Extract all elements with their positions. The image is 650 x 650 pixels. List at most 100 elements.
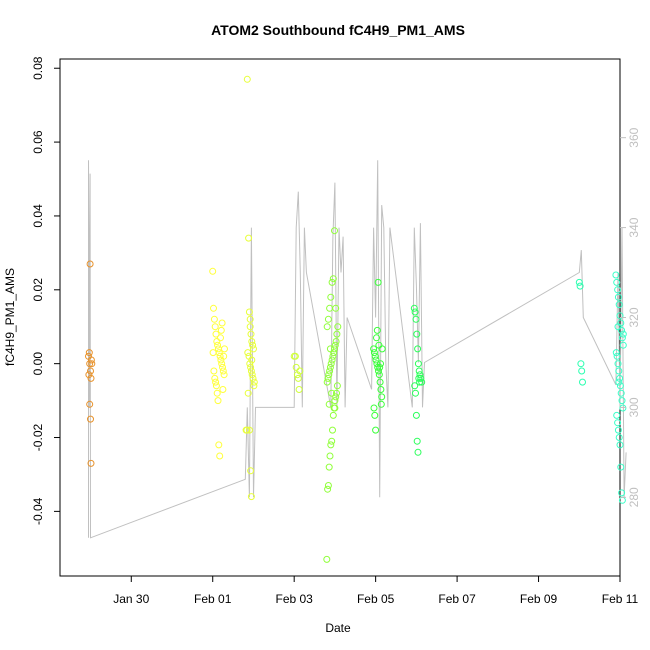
- series-5: [370, 278, 386, 434]
- data-point: [619, 404, 627, 412]
- y2-tick-label: 300: [627, 397, 641, 417]
- data-point: [616, 312, 624, 320]
- data-point: [329, 426, 336, 434]
- x-tick-label: Feb 03: [276, 592, 314, 606]
- data-point: [333, 389, 340, 397]
- data-point: [371, 352, 379, 360]
- data-point: [218, 360, 226, 368]
- data-point: [328, 389, 336, 397]
- y2-axis: 280 300 320 340 360: [620, 127, 641, 507]
- data-point: [416, 371, 424, 379]
- data-point: [244, 349, 252, 357]
- series-7: [575, 278, 586, 386]
- data-point: [411, 308, 419, 316]
- data-point: [217, 334, 224, 342]
- data-point: [212, 382, 220, 390]
- data-point: [376, 378, 384, 386]
- data-point: [245, 234, 253, 242]
- data-point: [248, 338, 256, 345]
- data-point: [414, 345, 422, 353]
- data-point: [331, 404, 339, 412]
- x-tick-label: Feb 11: [602, 592, 639, 606]
- data-point: [370, 349, 378, 357]
- chart-title: ATOM2 Southbound fC4H9_PM1_AMS: [211, 22, 465, 38]
- data-point: [326, 367, 334, 375]
- data-point: [213, 338, 221, 345]
- data-point: [370, 345, 378, 353]
- data-point: [616, 441, 624, 449]
- data-point: [219, 363, 226, 371]
- y2-tick-label: 360: [627, 127, 641, 147]
- x-tick-label: Feb 05: [357, 592, 395, 606]
- data-point: [334, 323, 342, 331]
- data-point: [247, 367, 255, 375]
- secondary-line: [88, 160, 627, 539]
- data-point: [329, 411, 337, 419]
- data-point: [210, 367, 218, 375]
- data-point: [331, 345, 338, 353]
- data-point: [333, 330, 341, 338]
- points-layer: [85, 75, 627, 563]
- data-point: [416, 378, 424, 386]
- data-point: [246, 315, 254, 323]
- y2-tick-label: 280: [627, 487, 641, 507]
- data-point: [614, 323, 622, 331]
- data-point: [210, 315, 218, 323]
- data-point: [412, 411, 420, 419]
- data-point: [85, 371, 93, 379]
- series-6: [410, 304, 426, 456]
- y2-tick-label: 340: [627, 217, 641, 237]
- data-point: [323, 555, 331, 563]
- secondary-line-layer: [88, 160, 627, 539]
- data-point: [331, 341, 339, 349]
- data-point: [373, 326, 381, 334]
- data-point: [410, 304, 418, 312]
- x-tick-label: Feb 01: [194, 592, 232, 606]
- data-point: [215, 441, 223, 449]
- data-point: [615, 301, 623, 309]
- data-point: [245, 308, 253, 316]
- data-point: [216, 352, 224, 360]
- data-point: [216, 452, 224, 460]
- data-point: [217, 326, 225, 334]
- data-point: [615, 434, 623, 441]
- data-point: [331, 397, 339, 405]
- x-axis: Jan 30 Feb 01 Feb 03 Feb 05 Feb 07 Feb 09 Feb …: [113, 576, 639, 606]
- data-point: [294, 374, 302, 382]
- data-point: [324, 374, 332, 382]
- y-tick-label: 0.04: [31, 204, 45, 228]
- data-point: [376, 363, 384, 371]
- data-point: [413, 330, 421, 338]
- data-point: [211, 374, 219, 382]
- data-point: [618, 334, 626, 342]
- data-point: [218, 319, 226, 327]
- data-point: [85, 349, 93, 357]
- x-tick-label: Feb 07: [438, 592, 476, 606]
- data-point: [328, 356, 336, 364]
- data-point: [212, 378, 220, 386]
- data-point: [244, 389, 252, 397]
- data-point: [323, 378, 331, 386]
- data-point: [412, 389, 419, 397]
- data-point: [579, 378, 586, 386]
- data-point: [377, 400, 385, 408]
- series-0: [85, 260, 96, 467]
- data-point: [323, 323, 331, 331]
- data-point: [578, 367, 586, 375]
- series-4: [323, 227, 342, 563]
- x-axis-label: Date: [325, 621, 351, 635]
- data-point: [412, 315, 420, 323]
- data-point: [614, 419, 622, 427]
- data-point: [575, 278, 583, 286]
- data-point: [331, 227, 338, 235]
- data-point: [415, 367, 423, 375]
- data-point: [291, 352, 299, 360]
- data-point: [619, 330, 627, 338]
- data-point: [618, 326, 626, 334]
- data-point: [219, 367, 227, 375]
- data-point: [325, 371, 333, 379]
- data-point: [327, 293, 335, 301]
- data-point: [214, 341, 222, 349]
- data-point: [221, 345, 228, 353]
- y-axis-label: fC4H9_PM1_AMS: [3, 268, 17, 366]
